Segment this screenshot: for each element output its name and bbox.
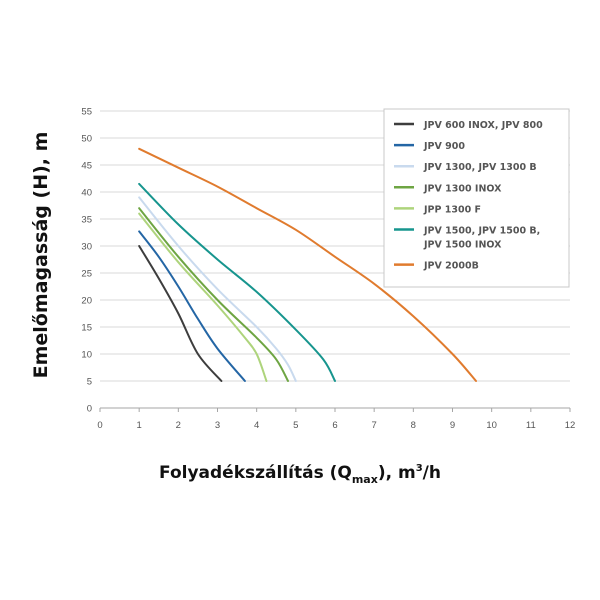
y-tick-label: 10 [81, 350, 92, 361]
legend-label-5: JPV 1500 INOX [423, 240, 502, 251]
x-tick-label: 11 [526, 420, 536, 431]
x-axis-title: Folyadékszállítás (Qmax), m3/h [159, 463, 441, 486]
legend: JPV 600 INOX, JPV 800 JPV 900 JPV 1300, JP… [383, 108, 570, 288]
series-line-1 [138, 230, 246, 382]
x-tick-labels: 0 1 2 3 4 5 6 7 8 9 10 11 12 [97, 420, 575, 431]
legend-label-4: JPP 1300 F [423, 204, 481, 215]
legend-label-2: JPV 1300, JPV 1300 B [423, 162, 537, 173]
y-tick-labels: 0 5 10 15 20 25 30 35 40 45 50 55 [81, 107, 92, 415]
x-tick-label: 10 [486, 420, 497, 431]
y-tick-label: 20 [81, 296, 92, 307]
x-tick-label: 5 [293, 420, 298, 431]
x-axis-title-main: Folyadékszállítás (Q [159, 463, 352, 483]
x-tick-label: 0 [97, 420, 102, 431]
x-tick-label: 7 [372, 420, 377, 431]
x-tick-label: 1 [137, 420, 142, 431]
y-tick-label: 50 [81, 134, 92, 145]
series-line-5 [138, 182, 336, 382]
y-tick-label: 35 [81, 215, 92, 226]
y-tick-label: 25 [81, 269, 92, 280]
x-tick-label: 9 [450, 420, 455, 431]
y-tick-label: 0 [87, 404, 92, 415]
x-tick-label: 3 [215, 420, 220, 431]
y-tick-label: 30 [81, 242, 92, 253]
series-line-6 [138, 147, 477, 382]
legend-label-0: JPV 600 INOX, JPV 800 [423, 120, 543, 131]
series-lines [138, 147, 477, 382]
legend-label-3: JPV 1300 INOX [423, 183, 502, 194]
series-line-4 [138, 212, 268, 382]
y-tick-label: 45 [81, 161, 92, 172]
y-tick-label: 40 [81, 188, 92, 199]
series-line-2 [138, 196, 297, 382]
series-line-0 [138, 245, 223, 382]
x-tick-label: 8 [411, 420, 416, 431]
axes [99, 407, 571, 412]
y-tick-label: 5 [87, 377, 92, 388]
y-tick-label: 15 [81, 323, 92, 334]
y-axis-title: Emelőmagasság (H), m [30, 132, 52, 379]
x-tick-label: 12 [565, 420, 576, 431]
legend-label-5: JPV 1500, JPV 1500 B, [423, 226, 540, 237]
y-tick-label: 55 [81, 107, 92, 118]
series-line-3 [138, 207, 289, 382]
x-axis-title-end: /h [423, 463, 441, 483]
x-axis-title-sub: max [352, 473, 378, 486]
x-tick-label: 4 [254, 420, 259, 431]
x-axis-title-tail: ), m [378, 463, 416, 483]
x-axis-title-sup: 3 [416, 463, 423, 474]
x-tick-label: 2 [176, 420, 181, 431]
legend-box [383, 108, 570, 288]
x-tick-label: 6 [332, 420, 337, 431]
legend-label-6: JPV 2000B [423, 261, 479, 272]
legend-label-1: JPV 900 [423, 141, 465, 152]
